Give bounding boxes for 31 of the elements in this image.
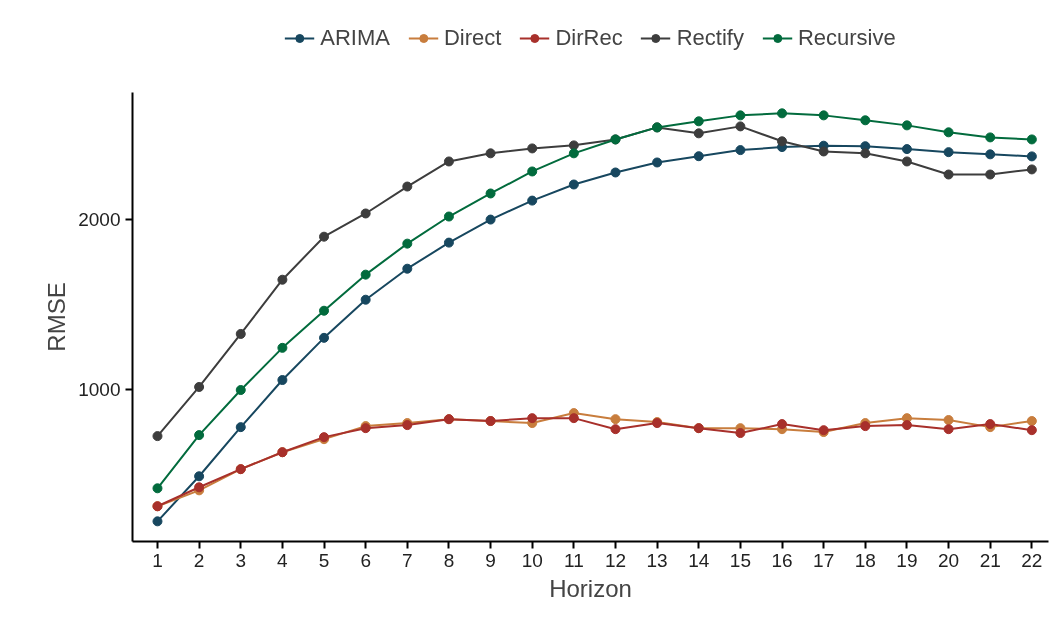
x-tick-label: 4 [277,549,289,571]
x-tick-label: 21 [979,549,1001,571]
x-tick-label: 5 [318,549,330,571]
y-tick-label: 1000 [78,378,121,400]
x-tick-label: 2 [193,549,205,571]
x-tick-label: 12 [604,549,627,571]
x-axis-title: Horizon [549,574,632,602]
x-tick-label: 19 [896,549,918,571]
x-tick-label: 6 [360,549,371,571]
x-tick-label: 3 [235,549,247,571]
legend-label: Direct [443,24,502,51]
x-tick-label: 15 [729,549,751,571]
y-axis-title: RMSE [43,282,71,352]
x-tick-label: 9 [485,549,496,571]
x-tick-label: 8 [443,549,455,571]
x-tick-label: 11 [563,549,584,571]
x-tick-label: 14 [688,549,710,571]
x-tick-label: 22 [1021,549,1043,571]
legend-label: DirRec [555,24,623,51]
x-tick-label: 18 [854,549,876,571]
legend-label: ARIMA [320,24,390,51]
legend-label: Recursive [797,24,896,51]
x-tick-label: 17 [813,549,835,571]
x-tick-label: 7 [402,549,413,571]
y-tick-label: 2000 [78,209,121,231]
x-tick-label: 20 [938,549,960,571]
x-tick-label: 13 [646,549,668,571]
legend-label: Rectify [676,24,744,51]
x-tick-label: 1 [152,549,163,571]
x-tick-label: 16 [771,549,793,571]
x-tick-label: 10 [521,549,543,571]
